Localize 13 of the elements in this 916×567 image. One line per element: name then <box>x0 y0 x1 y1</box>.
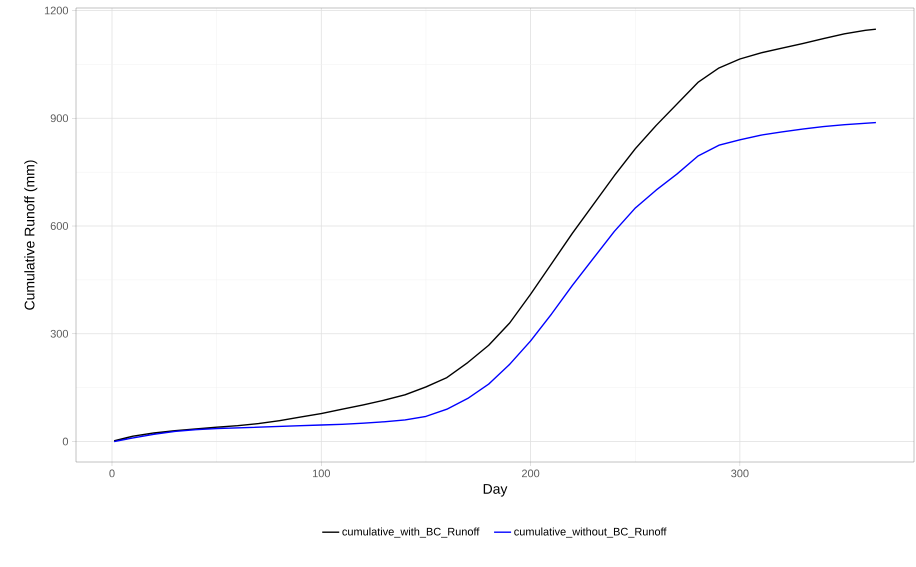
x-tick-label: 200 <box>522 470 540 478</box>
x-tick-label: 300 <box>731 470 749 478</box>
legend-label: cumulative_without_BC_Runoff <box>514 527 666 538</box>
y-tick-label: 1200 <box>44 6 68 14</box>
y-tick-label: 600 <box>50 222 68 230</box>
y-tick-label: 900 <box>50 114 68 122</box>
x-tick-label: 100 <box>312 470 330 478</box>
y-tick-label: 0 <box>62 438 68 446</box>
x-tick-label: 0 <box>109 470 115 478</box>
y-tick-label: 300 <box>50 330 68 338</box>
x-axis-title: Day <box>484 484 508 497</box>
y-axis-title: Cumulative Runoff (mm) <box>24 160 38 310</box>
legend-label: cumulative_with_BC_Runoff <box>342 527 480 538</box>
